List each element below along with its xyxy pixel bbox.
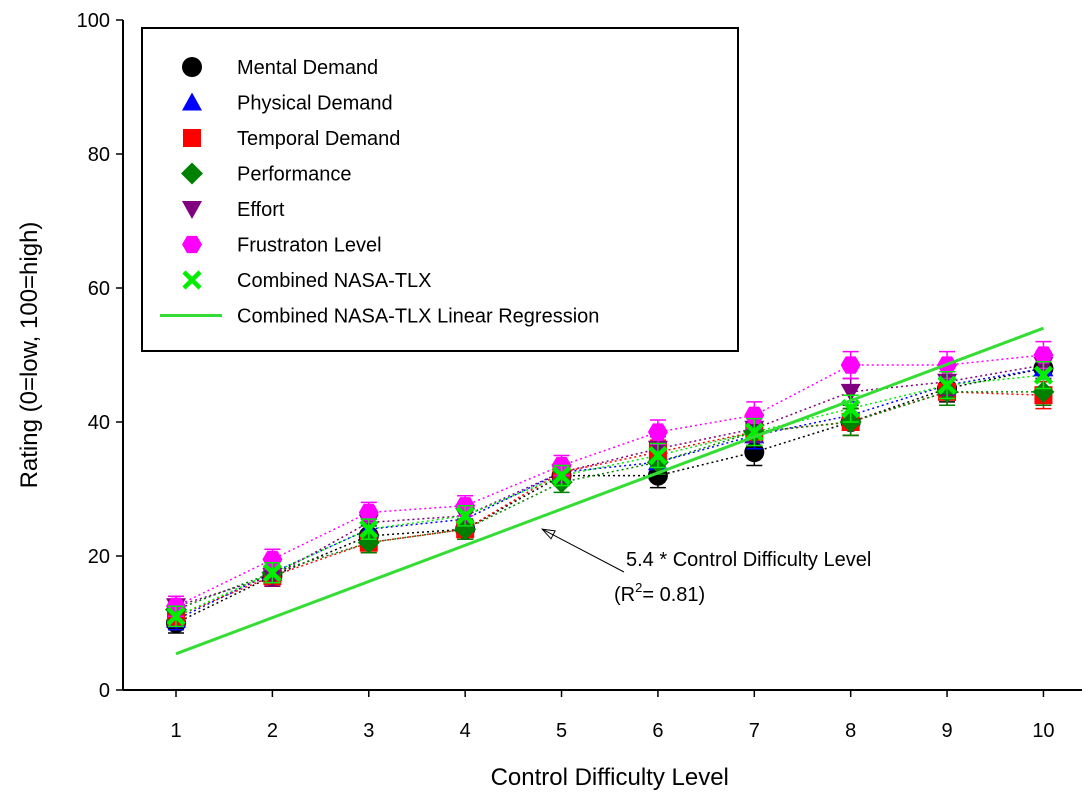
- legend-marker: [182, 270, 202, 290]
- data-point: [840, 356, 861, 374]
- data-point: [359, 519, 379, 539]
- y-tick-label: 0: [99, 680, 110, 702]
- x-tick-label: 10: [1032, 720, 1054, 742]
- x-stroke: [455, 506, 475, 526]
- data-point: [1032, 380, 1055, 403]
- series-line: [175, 374, 1044, 617]
- x-tick-label: 3: [363, 720, 374, 742]
- legend: Mental Demand Physical Demand Temporal Dem…: [141, 27, 739, 352]
- data-point: [262, 563, 282, 583]
- annotation-arrow: [542, 528, 625, 573]
- x-tick-label: 7: [749, 720, 760, 742]
- data-point: [262, 550, 283, 569]
- series-physical-demand: [175, 367, 1044, 621]
- series-line: [175, 367, 1044, 624]
- series-temporal-demand: [175, 391, 1044, 617]
- series-effort: [175, 364, 1044, 607]
- x-stroke: [182, 270, 202, 290]
- r-squared-superscript: 2: [635, 580, 642, 595]
- regression-line: [175, 326, 1044, 656]
- y-tick-label: 80: [88, 144, 110, 166]
- legend-marker: [182, 201, 202, 219]
- legend-box: [141, 27, 739, 352]
- legend-label: Combined NASA-TLX: [237, 270, 432, 292]
- series-performance: [175, 391, 1044, 611]
- series-mental-demand: [175, 367, 1044, 624]
- y-tick-label: 20: [88, 546, 110, 568]
- x-stroke: [551, 466, 572, 486]
- series-combined-nasa-tlx: [175, 374, 1044, 617]
- data-point: [840, 383, 861, 402]
- legend-label: Performance: [237, 164, 352, 186]
- y-axis-title: Rating (0=low, 100=high): [16, 222, 43, 489]
- data-point: [1033, 346, 1054, 364]
- series-line: [175, 354, 1044, 607]
- r-squared-prefix: (R: [614, 584, 635, 606]
- x-stroke: [841, 399, 861, 419]
- series-points-mental-demand: [166, 354, 1054, 634]
- data-point: [744, 406, 765, 424]
- x-tick-label: 8: [845, 720, 856, 742]
- data-point: [648, 445, 668, 466]
- legend-label: Mental Demand: [237, 57, 378, 79]
- x-tick-label: 6: [652, 720, 663, 742]
- annotation-text: 5.4 * Control Difficulty Level: [626, 549, 871, 571]
- x-stroke: [359, 519, 379, 539]
- series-line: [175, 391, 1044, 617]
- data-point: [358, 503, 379, 522]
- annotation-arrowhead: [540, 528, 556, 540]
- x-axis-title: Control Difficulty Level: [491, 764, 729, 791]
- series-line: [175, 367, 1044, 621]
- legend-label: Temporal Demand: [237, 128, 400, 150]
- legend-label: Frustraton Level: [237, 235, 382, 257]
- legend-marker: [182, 57, 202, 77]
- series-line: [175, 364, 1044, 607]
- series-points-temporal-demand: [167, 377, 1053, 628]
- data-point: [1033, 365, 1054, 385]
- legend-marker: [182, 92, 202, 111]
- regression-annotation: 5.4 * Control Difficulty Level (R2= 0.81…: [540, 528, 871, 606]
- series-line: [175, 391, 1044, 611]
- series-points-combined-nasa-tlx: [166, 360, 1054, 628]
- series-frustraton-level: [175, 354, 1044, 607]
- x-tick-label: 5: [556, 720, 567, 742]
- legend-label: Physical Demand: [237, 93, 393, 115]
- data-point: [455, 506, 475, 526]
- legend-marker: [181, 162, 203, 185]
- y-tick-label: 60: [88, 278, 110, 300]
- y-tick-label: 100: [77, 10, 110, 32]
- x-tick-label: 2: [267, 720, 278, 742]
- r-squared-value: = 0.81): [642, 584, 705, 606]
- legend-label: Effort: [237, 199, 285, 221]
- x-tick-label: 9: [942, 720, 953, 742]
- legend-marker: [182, 235, 202, 254]
- x-tick-label: 1: [170, 720, 181, 742]
- annotation-r-squared: (R2= 0.81): [614, 580, 705, 606]
- x-stroke: [262, 563, 282, 583]
- data-point: [647, 423, 668, 441]
- series-points-frustraton-level: [166, 340, 1054, 618]
- x-tick-label: 4: [460, 720, 471, 742]
- axes: 0 20 40 60 80 100 1 2 3 4 5 6 7 8 9 10: [77, 10, 1082, 742]
- data-point: [744, 442, 765, 463]
- series-points-performance: [165, 377, 1055, 621]
- x-stroke: [937, 375, 957, 395]
- legend-marker: [183, 129, 201, 147]
- x-stroke: [648, 445, 668, 466]
- plot-area: [165, 326, 1055, 656]
- data-point: [166, 606, 186, 626]
- x-stroke: [1033, 365, 1054, 385]
- legend-label: Combined NASA-TLX Linear Regression: [237, 306, 599, 328]
- x-stroke: [166, 606, 186, 626]
- data-point: [551, 466, 572, 486]
- y-tick-label: 40: [88, 412, 110, 434]
- data-point: [937, 375, 957, 395]
